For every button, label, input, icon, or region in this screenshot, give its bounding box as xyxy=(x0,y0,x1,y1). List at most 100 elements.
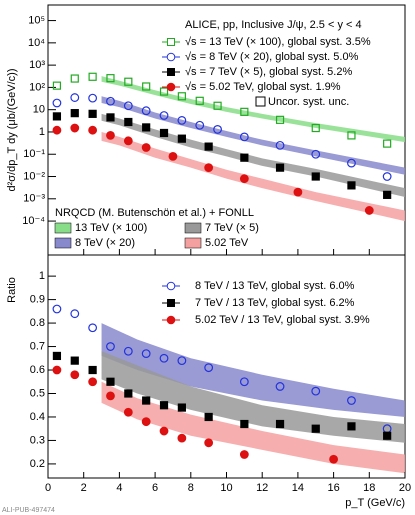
legend-swatch xyxy=(54,222,72,234)
marker xyxy=(177,92,186,101)
legend-label: 8 TeV (× 20) xyxy=(75,237,135,249)
legend-marker xyxy=(166,82,176,92)
marker xyxy=(383,190,392,199)
y-tick-label: 10⁻⁴ xyxy=(22,215,45,227)
marker xyxy=(123,407,133,417)
marker xyxy=(142,123,151,132)
marker xyxy=(123,136,133,146)
marker xyxy=(106,96,115,106)
legend-label: 7 TeV (× 5) xyxy=(205,222,259,234)
y-tick-label: 0.4 xyxy=(30,411,45,423)
marker xyxy=(240,419,249,429)
y-axis-label: Ratio xyxy=(6,277,18,303)
y-tick-label: 10⁻³ xyxy=(23,193,45,205)
marker xyxy=(204,363,214,373)
legend-label: √s = 5.02 TeV, global syst. 1.9% xyxy=(185,81,341,93)
marker xyxy=(70,74,79,83)
legend-label: 13 TeV (× 100) xyxy=(75,222,147,234)
y-tick-label: 1 xyxy=(39,126,45,138)
marker xyxy=(141,106,151,116)
marker xyxy=(204,142,213,151)
marker xyxy=(168,151,178,161)
y-tick-label: 10⁵ xyxy=(28,14,45,26)
x-tick-label: 20 xyxy=(399,482,411,494)
x-tick-label: 16 xyxy=(327,482,339,494)
marker xyxy=(311,424,320,433)
x-tick-label: 2 xyxy=(81,482,87,494)
marker xyxy=(240,107,249,116)
marker xyxy=(383,139,392,148)
legend-swatch xyxy=(54,237,72,249)
legend-title: ALICE, pp, Inclusive J/ψ, 2.5 < y < 4 xyxy=(185,19,362,31)
marker xyxy=(52,351,62,361)
marker xyxy=(141,349,151,358)
marker xyxy=(204,412,213,422)
marker xyxy=(195,96,204,105)
marker xyxy=(347,158,356,168)
marker xyxy=(204,438,214,448)
marker xyxy=(177,116,187,125)
y-tick-label: 10³ xyxy=(29,59,45,71)
marker xyxy=(88,109,97,118)
marker xyxy=(52,304,62,314)
marker xyxy=(106,113,115,122)
marker xyxy=(329,454,339,464)
marker xyxy=(52,125,62,135)
marker xyxy=(239,174,249,184)
marker xyxy=(88,377,98,387)
marker xyxy=(141,417,151,427)
marker xyxy=(159,87,169,96)
marker xyxy=(195,120,205,130)
y-tick-label: 0.9 xyxy=(30,294,45,306)
marker xyxy=(275,419,285,429)
marker xyxy=(106,131,115,140)
marker xyxy=(141,143,151,152)
legend-marker xyxy=(166,281,176,291)
theory-band xyxy=(101,351,406,443)
y-tick-label: 10⁴ xyxy=(28,37,45,49)
y-tick-label: 0.6 xyxy=(30,364,45,376)
theory-band xyxy=(101,131,406,222)
theory-band xyxy=(101,113,406,198)
marker xyxy=(177,433,187,443)
marker xyxy=(293,187,303,197)
legend-box xyxy=(255,96,266,107)
y-tick-label: 10 xyxy=(33,104,45,116)
legend-marker xyxy=(166,52,176,62)
marker xyxy=(177,356,187,366)
marker xyxy=(88,323,98,333)
legend-marker xyxy=(167,38,175,46)
marker xyxy=(142,396,151,405)
marker xyxy=(204,163,214,173)
marker xyxy=(70,356,79,365)
marker xyxy=(311,149,321,159)
marker xyxy=(88,125,98,135)
legend-label: √s = 8 TeV (× 20), global syst. 5.0% xyxy=(185,51,359,63)
x-tick-label: 10 xyxy=(220,482,232,494)
theory-band xyxy=(101,96,406,175)
x-tick-label: 8 xyxy=(188,482,194,494)
marker xyxy=(52,365,62,375)
marker xyxy=(159,111,169,120)
legend-label: √s = 7 TeV (× 5), global syst. 5.2% xyxy=(185,66,352,78)
marker xyxy=(239,377,249,387)
marker xyxy=(311,386,321,396)
marker xyxy=(347,181,356,190)
marker xyxy=(70,93,80,102)
y-tick-label: 10⁻² xyxy=(23,170,45,182)
marker xyxy=(52,112,62,121)
legend-marker xyxy=(167,299,175,307)
marker xyxy=(213,101,222,110)
marker xyxy=(347,131,356,140)
marker xyxy=(177,403,186,412)
marker xyxy=(177,134,186,143)
band-legend-title: NRQCD (M. Butenschön et al.) + FONLL xyxy=(55,207,254,219)
marker xyxy=(240,153,249,162)
marker xyxy=(124,77,133,86)
y-tick-label: 0.5 xyxy=(30,387,45,399)
legend-label: 7 TeV / 13 TeV, global syst. 6.2% xyxy=(195,297,355,309)
y-tick-label: 10² xyxy=(29,81,45,93)
marker xyxy=(52,81,62,90)
y-tick-label: 0.7 xyxy=(30,340,45,352)
